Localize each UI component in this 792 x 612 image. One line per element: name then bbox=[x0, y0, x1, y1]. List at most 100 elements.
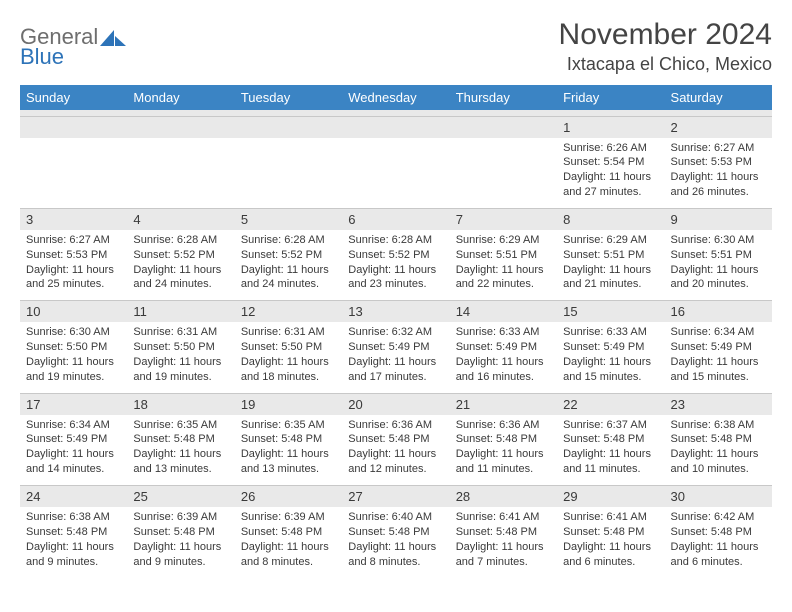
day-details: Sunrise: 6:40 AMSunset: 5:48 PMDaylight:… bbox=[342, 507, 449, 577]
day-number: 29 bbox=[557, 486, 664, 507]
day-details: Sunrise: 6:37 AMSunset: 5:48 PMDaylight:… bbox=[557, 415, 664, 485]
day-details: Sunrise: 6:30 AMSunset: 5:51 PMDaylight:… bbox=[665, 230, 772, 300]
day-number: 22 bbox=[557, 394, 664, 415]
day-number: 25 bbox=[127, 486, 234, 507]
day-details: Sunrise: 6:27 AMSunset: 5:53 PMDaylight:… bbox=[20, 230, 127, 300]
day-details: Sunrise: 6:30 AMSunset: 5:50 PMDaylight:… bbox=[20, 322, 127, 392]
day-number: 30 bbox=[665, 486, 772, 507]
day-details: Sunrise: 6:28 AMSunset: 5:52 PMDaylight:… bbox=[342, 230, 449, 300]
day-cell: 28Sunrise: 6:41 AMSunset: 5:48 PMDayligh… bbox=[450, 486, 557, 578]
day-details: Sunrise: 6:41 AMSunset: 5:48 PMDaylight:… bbox=[557, 507, 664, 577]
dow-header: Saturday bbox=[665, 85, 772, 110]
day-cell: 19Sunrise: 6:35 AMSunset: 5:48 PMDayligh… bbox=[235, 393, 342, 485]
day-cell: 23Sunrise: 6:38 AMSunset: 5:48 PMDayligh… bbox=[665, 393, 772, 485]
day-number: 8 bbox=[557, 209, 664, 230]
day-cell: 4Sunrise: 6:28 AMSunset: 5:52 PMDaylight… bbox=[127, 208, 234, 300]
day-number: 14 bbox=[450, 301, 557, 322]
day-details: Sunrise: 6:26 AMSunset: 5:54 PMDaylight:… bbox=[557, 138, 664, 208]
day-number: 3 bbox=[20, 209, 127, 230]
calendar-table: SundayMondayTuesdayWednesdayThursdayFrid… bbox=[20, 85, 772, 577]
header: GeneralBlue November 2024 Ixtacapa el Ch… bbox=[20, 18, 772, 75]
dow-header: Sunday bbox=[20, 85, 127, 110]
day-cell: 25Sunrise: 6:39 AMSunset: 5:48 PMDayligh… bbox=[127, 486, 234, 578]
day-details: Sunrise: 6:36 AMSunset: 5:48 PMDaylight:… bbox=[450, 415, 557, 485]
dow-header: Tuesday bbox=[235, 85, 342, 110]
day-cell: 18Sunrise: 6:35 AMSunset: 5:48 PMDayligh… bbox=[127, 393, 234, 485]
day-number: 9 bbox=[665, 209, 772, 230]
day-number: 6 bbox=[342, 209, 449, 230]
day-number: 7 bbox=[450, 209, 557, 230]
day-number: 17 bbox=[20, 394, 127, 415]
day-cell: 6Sunrise: 6:28 AMSunset: 5:52 PMDaylight… bbox=[342, 208, 449, 300]
day-cell: 26Sunrise: 6:39 AMSunset: 5:48 PMDayligh… bbox=[235, 486, 342, 578]
day-details: Sunrise: 6:39 AMSunset: 5:48 PMDaylight:… bbox=[127, 507, 234, 577]
location: Ixtacapa el Chico, Mexico bbox=[559, 54, 772, 75]
day-details: Sunrise: 6:39 AMSunset: 5:48 PMDaylight:… bbox=[235, 507, 342, 577]
day-number: 23 bbox=[665, 394, 772, 415]
day-cell: 1Sunrise: 6:26 AMSunset: 5:54 PMDaylight… bbox=[557, 116, 664, 208]
day-details: Sunrise: 6:29 AMSunset: 5:51 PMDaylight:… bbox=[557, 230, 664, 300]
day-number: 24 bbox=[20, 486, 127, 507]
day-details: Sunrise: 6:35 AMSunset: 5:48 PMDaylight:… bbox=[127, 415, 234, 485]
day-cell: 3Sunrise: 6:27 AMSunset: 5:53 PMDaylight… bbox=[20, 208, 127, 300]
day-number: 1 bbox=[557, 117, 664, 138]
day-cell: 5Sunrise: 6:28 AMSunset: 5:52 PMDaylight… bbox=[235, 208, 342, 300]
day-number: 21 bbox=[450, 394, 557, 415]
day-cell: 30Sunrise: 6:42 AMSunset: 5:48 PMDayligh… bbox=[665, 486, 772, 578]
day-details: Sunrise: 6:42 AMSunset: 5:48 PMDaylight:… bbox=[665, 507, 772, 577]
day-number: 19 bbox=[235, 394, 342, 415]
day-details: Sunrise: 6:34 AMSunset: 5:49 PMDaylight:… bbox=[20, 415, 127, 485]
day-details: Sunrise: 6:29 AMSunset: 5:51 PMDaylight:… bbox=[450, 230, 557, 300]
day-cell: 11Sunrise: 6:31 AMSunset: 5:50 PMDayligh… bbox=[127, 301, 234, 393]
day-cell: 20Sunrise: 6:36 AMSunset: 5:48 PMDayligh… bbox=[342, 393, 449, 485]
day-number: 27 bbox=[342, 486, 449, 507]
day-number: 20 bbox=[342, 394, 449, 415]
day-cell: 24Sunrise: 6:38 AMSunset: 5:48 PMDayligh… bbox=[20, 486, 127, 578]
day-cell: 7Sunrise: 6:29 AMSunset: 5:51 PMDaylight… bbox=[450, 208, 557, 300]
dow-header: Monday bbox=[127, 85, 234, 110]
day-number: 4 bbox=[127, 209, 234, 230]
day-details: Sunrise: 6:28 AMSunset: 5:52 PMDaylight:… bbox=[127, 230, 234, 300]
dow-header: Thursday bbox=[450, 85, 557, 110]
day-cell: 21Sunrise: 6:36 AMSunset: 5:48 PMDayligh… bbox=[450, 393, 557, 485]
day-number: 15 bbox=[557, 301, 664, 322]
day-number: 10 bbox=[20, 301, 127, 322]
day-cell: 13Sunrise: 6:32 AMSunset: 5:49 PMDayligh… bbox=[342, 301, 449, 393]
day-number: 28 bbox=[450, 486, 557, 507]
day-cell bbox=[127, 116, 234, 208]
day-cell: 2Sunrise: 6:27 AMSunset: 5:53 PMDaylight… bbox=[665, 116, 772, 208]
day-number: 5 bbox=[235, 209, 342, 230]
title-block: November 2024 Ixtacapa el Chico, Mexico bbox=[559, 18, 772, 75]
day-cell: 29Sunrise: 6:41 AMSunset: 5:48 PMDayligh… bbox=[557, 486, 664, 578]
day-details: Sunrise: 6:35 AMSunset: 5:48 PMDaylight:… bbox=[235, 415, 342, 485]
dow-header: Friday bbox=[557, 85, 664, 110]
day-cell: 15Sunrise: 6:33 AMSunset: 5:49 PMDayligh… bbox=[557, 301, 664, 393]
day-number: 2 bbox=[665, 117, 772, 138]
day-cell bbox=[20, 116, 127, 208]
day-cell bbox=[235, 116, 342, 208]
day-cell: 17Sunrise: 6:34 AMSunset: 5:49 PMDayligh… bbox=[20, 393, 127, 485]
month-title: November 2024 bbox=[559, 18, 772, 52]
day-cell bbox=[342, 116, 449, 208]
day-cell: 27Sunrise: 6:40 AMSunset: 5:48 PMDayligh… bbox=[342, 486, 449, 578]
day-cell: 8Sunrise: 6:29 AMSunset: 5:51 PMDaylight… bbox=[557, 208, 664, 300]
day-number: 16 bbox=[665, 301, 772, 322]
day-number: 13 bbox=[342, 301, 449, 322]
day-details: Sunrise: 6:41 AMSunset: 5:48 PMDaylight:… bbox=[450, 507, 557, 577]
day-cell: 9Sunrise: 6:30 AMSunset: 5:51 PMDaylight… bbox=[665, 208, 772, 300]
day-cell: 16Sunrise: 6:34 AMSunset: 5:49 PMDayligh… bbox=[665, 301, 772, 393]
day-details: Sunrise: 6:27 AMSunset: 5:53 PMDaylight:… bbox=[665, 138, 772, 208]
day-cell: 14Sunrise: 6:33 AMSunset: 5:49 PMDayligh… bbox=[450, 301, 557, 393]
day-details: Sunrise: 6:31 AMSunset: 5:50 PMDaylight:… bbox=[127, 322, 234, 392]
day-cell: 22Sunrise: 6:37 AMSunset: 5:48 PMDayligh… bbox=[557, 393, 664, 485]
day-details: Sunrise: 6:32 AMSunset: 5:49 PMDaylight:… bbox=[342, 322, 449, 392]
day-details: Sunrise: 6:36 AMSunset: 5:48 PMDaylight:… bbox=[342, 415, 449, 485]
dow-header: Wednesday bbox=[342, 85, 449, 110]
brand-part2: Blue bbox=[20, 44, 130, 70]
day-number: 12 bbox=[235, 301, 342, 322]
day-cell bbox=[450, 116, 557, 208]
day-details: Sunrise: 6:34 AMSunset: 5:49 PMDaylight:… bbox=[665, 322, 772, 392]
day-details: Sunrise: 6:38 AMSunset: 5:48 PMDaylight:… bbox=[665, 415, 772, 485]
day-number: 11 bbox=[127, 301, 234, 322]
day-details: Sunrise: 6:31 AMSunset: 5:50 PMDaylight:… bbox=[235, 322, 342, 392]
